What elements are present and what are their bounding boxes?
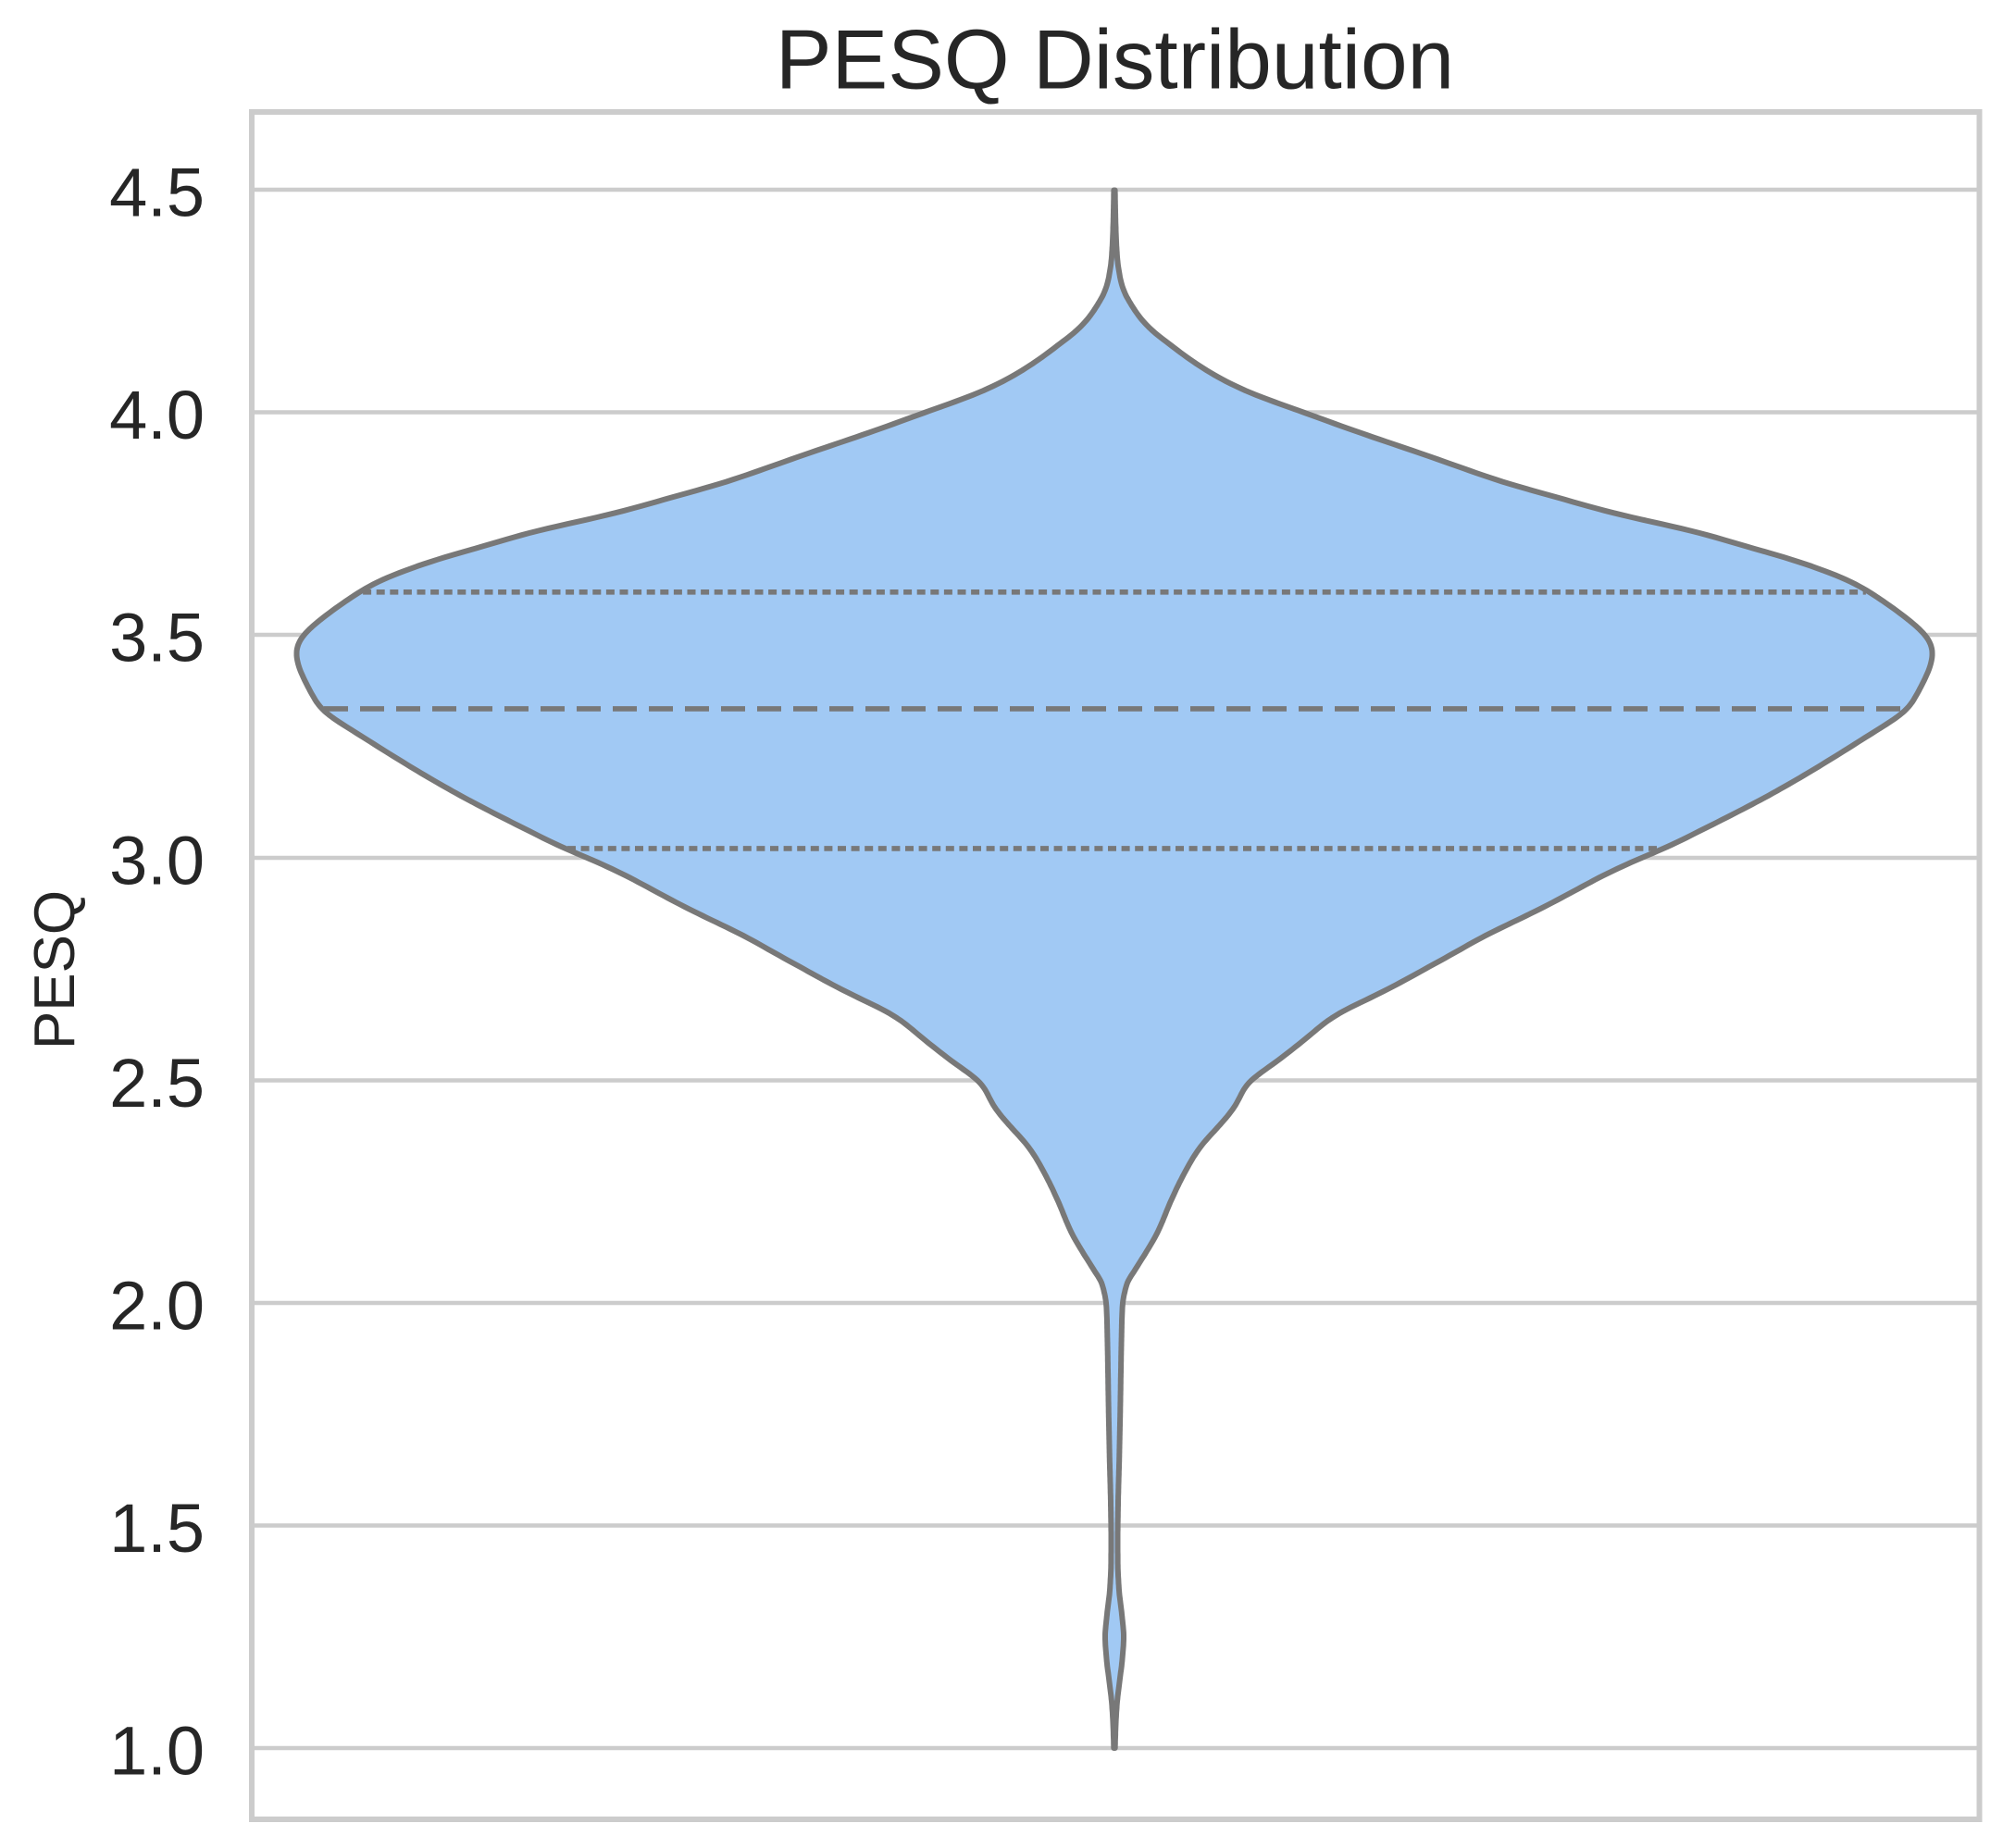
svg-text:4.0: 4.0 — [109, 377, 205, 453]
svg-text:PESQ Distribution: PESQ Distribution — [776, 14, 1454, 107]
svg-text:2.0: 2.0 — [109, 1268, 205, 1345]
svg-text:1.0: 1.0 — [109, 1713, 205, 1790]
svg-text:PESQ: PESQ — [23, 890, 87, 1049]
svg-text:3.5: 3.5 — [109, 600, 205, 676]
svg-text:4.5: 4.5 — [109, 155, 205, 231]
svg-text:1.5: 1.5 — [109, 1490, 205, 1567]
svg-text:3.0: 3.0 — [109, 823, 205, 899]
svg-text:2.5: 2.5 — [109, 1045, 205, 1122]
